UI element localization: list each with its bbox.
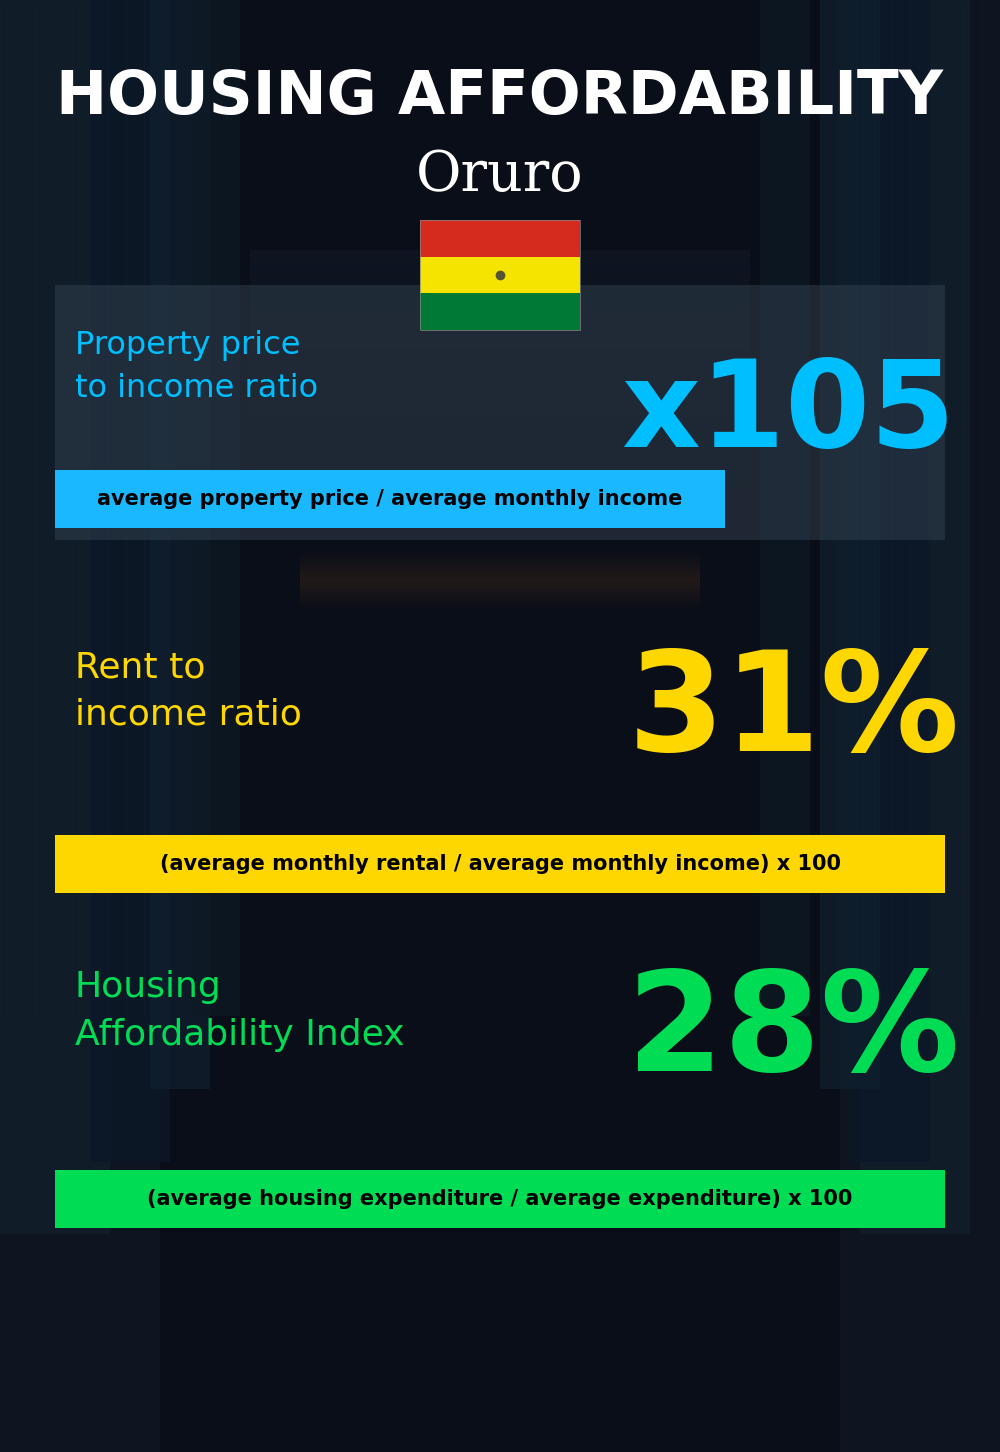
Bar bbox=[820, 0, 880, 1089]
Bar bbox=[190, 0, 240, 1016]
Text: average property price / average monthly income: average property price / average monthly… bbox=[97, 489, 683, 510]
Bar bbox=[420, 257, 580, 293]
Bar bbox=[55, 835, 945, 893]
Text: Rent to
income ratio: Rent to income ratio bbox=[75, 650, 302, 732]
Bar bbox=[850, 0, 930, 1162]
Bar bbox=[55, 470, 725, 529]
Text: (average monthly rental / average monthly income) x 100: (average monthly rental / average monthl… bbox=[160, 854, 840, 874]
Text: (average housing expenditure / average expenditure) x 100: (average housing expenditure / average e… bbox=[147, 1189, 853, 1210]
Text: 28%: 28% bbox=[628, 966, 960, 1101]
Bar bbox=[0, 0, 160, 1452]
Bar bbox=[0, 0, 110, 1234]
Bar bbox=[90, 0, 170, 1162]
Bar bbox=[150, 0, 210, 1089]
Text: HOUSING AFFORDABILITY: HOUSING AFFORDABILITY bbox=[56, 68, 944, 126]
Bar bbox=[55, 1170, 945, 1228]
Text: Oruro: Oruro bbox=[416, 148, 584, 203]
Bar bbox=[860, 0, 970, 1234]
Bar bbox=[420, 293, 580, 330]
Bar bbox=[55, 285, 945, 540]
Text: 31%: 31% bbox=[628, 645, 960, 780]
Bar bbox=[420, 221, 580, 257]
Text: x105: x105 bbox=[621, 354, 955, 472]
Text: Property price
to income ratio: Property price to income ratio bbox=[75, 330, 318, 404]
Text: Housing
Affordability Index: Housing Affordability Index bbox=[75, 970, 404, 1051]
Bar bbox=[840, 0, 1000, 1452]
Bar bbox=[420, 221, 580, 330]
Bar bbox=[760, 0, 810, 1016]
